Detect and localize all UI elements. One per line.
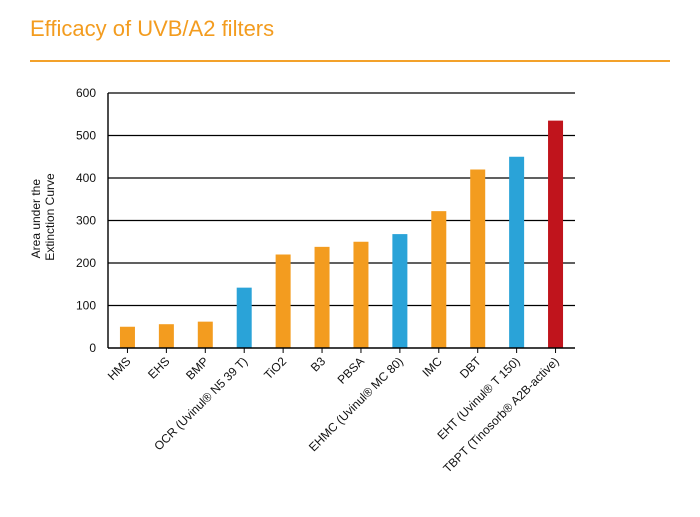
y-axis-label: Area under the Extinction Curve [29, 173, 57, 261]
x-tick-label: TiO2 [261, 354, 289, 382]
y-tick-label: 400 [76, 171, 96, 185]
bar-6 [314, 246, 330, 348]
title-divider [30, 60, 670, 62]
y-tick-label: 300 [76, 214, 96, 228]
bar-2 [158, 324, 174, 348]
x-tick-label: BMP [183, 354, 211, 382]
x-tick-label: IMC [419, 354, 445, 380]
bar-5 [275, 254, 291, 348]
bar-12 [548, 120, 564, 348]
grid-lines [108, 92, 575, 307]
bar-11 [509, 156, 525, 348]
bars [119, 120, 564, 348]
bar-1 [119, 326, 135, 348]
bar-9 [431, 211, 447, 348]
bar-3 [197, 321, 213, 348]
y-tick-label: 0 [89, 341, 96, 355]
axes [107, 93, 575, 349]
x-tick-label: EHS [145, 354, 172, 381]
y-tick-label: 500 [76, 129, 96, 143]
bar-10 [470, 169, 486, 348]
x-tick-label: DBT [457, 354, 484, 381]
y-tick-label: 100 [76, 299, 96, 313]
x-tick-label: PBSA [335, 354, 368, 387]
bar-7 [353, 241, 369, 348]
x-tick-label: HMS [105, 354, 134, 383]
y-tick-label: 200 [76, 256, 96, 270]
y-axis-label-line-1: Area under the [29, 179, 43, 259]
chart-title: Efficacy of UVB/A2 filters [30, 16, 275, 41]
y-axis-ticks: 0 100 200 300 400 500 600 [76, 86, 96, 355]
y-tick-label: 600 [76, 86, 96, 100]
bar-8 [392, 234, 408, 348]
bar-4 [236, 287, 252, 348]
y-axis-label-line-2: Extinction Curve [43, 173, 57, 261]
x-tick-label: B3 [308, 354, 329, 375]
